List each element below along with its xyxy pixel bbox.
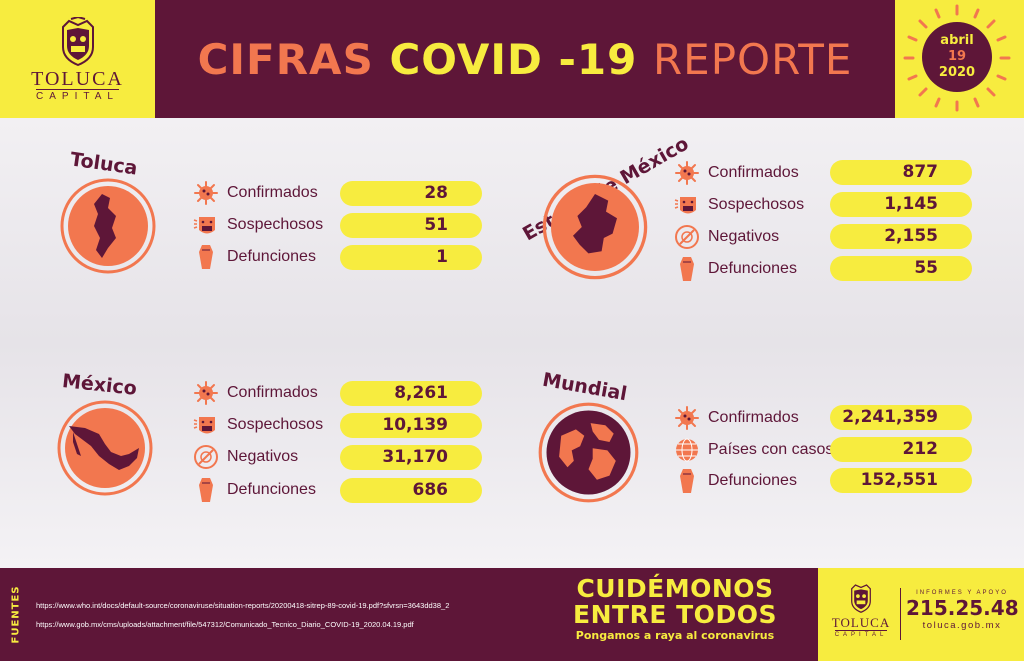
mexico-value-defunciones: 686 [340,478,482,503]
mundial-row-confirmados: Confirmados [674,405,799,431]
title-part-cifras: CIFRAS [197,34,374,84]
stat-label: Negativos [227,448,299,465]
mundial-value-paises: 212 [830,437,972,462]
sun-rays-icon [903,4,1011,112]
no-virus-icon [193,444,219,470]
stat-label: Defunciones [227,248,316,265]
edomex-map-badge [542,174,648,280]
stat-label: Sospechosos [708,196,805,213]
mexico-row-sospechosos: Sospechosos [193,412,323,438]
brand-sub: CAPITAL [36,88,119,102]
stat-label: Defunciones [708,260,797,277]
page-title: CIFRAS COVID -19 REPORTE [198,35,853,84]
fuentes-text: FUENTES [10,585,22,644]
title-bar: CIFRAS COVID -19 REPORTE [155,0,895,118]
slogan-line3: Pongamos a raya al coronavirus [575,629,775,642]
stat-label: Sospechosos [227,216,324,233]
toluca-value-confirmados: 28 [340,181,482,206]
edomex-row-negativos: Negativos [674,224,779,250]
crest-icon [61,16,94,66]
globe-icon [674,437,700,463]
edomex-row-confirmados: Confirmados [674,160,799,186]
mexico-value-negativos: 31,170 [340,445,482,470]
stat-label: Defunciones [708,472,797,489]
virus-icon [193,380,219,406]
mundial-value-confirmados: 2,241,359 [830,405,972,430]
coffin-icon [193,244,219,270]
edomex-map-icon [573,194,617,254]
mexico-map-badge [57,400,153,496]
mexico-map-icon [69,426,139,470]
toluca-value-defunciones: 1 [340,245,482,270]
mundial-value-defunciones: 152,551 [830,468,972,493]
date-badge: abril 19 2020 [895,0,1024,118]
toluca-map-badge [60,178,156,274]
edomex-row-defunciones: Defunciones [674,256,797,282]
fuentes-label: FUENTES [6,568,26,661]
edomex-value-confirmados: 877 [830,160,972,185]
toluca-map-icon [94,194,116,258]
world-map-icon [559,423,616,480]
stat-label: Defunciones [227,481,316,498]
coffin-icon [674,468,700,494]
mexico-value-confirmados: 8,261 [340,381,482,406]
brand-name: TOLUCA [31,67,124,90]
edomex-value-negativos: 2,155 [830,224,972,249]
phone-number[interactable]: 215.25.48 [906,596,1019,620]
toluca-value-sospechosos: 51 [340,213,482,238]
suspect-face-icon [674,192,700,218]
stat-label: Negativos [708,228,780,245]
footer-logo: TOLUCA CAPITAL [826,582,896,638]
source-link-gob[interactable]: https://www.gob.mx/cms/uploads/attachmen… [36,620,414,629]
slogan: CUIDÉMONOS ENTRE TODOS Pongamos a raya a… [565,576,785,644]
slogan-line2: ENTRE TODOS [573,600,777,629]
mexico-row-negativos: Negativos [193,444,298,470]
date-day: 19 [947,49,967,64]
title-part-covid: COVID -19 [389,34,638,84]
coffin-icon [193,477,219,503]
stat-label: Países con casos [708,441,834,458]
virus-icon [674,405,700,431]
date-month: abril [940,33,974,48]
toluca-row-confirmados: Confirmados [193,180,318,206]
footer-brand: TOLUCA CAPITAL INFORMES Y APOYO 215.25.4… [818,568,1024,661]
footer-brand-sub: CAPITAL [834,630,888,638]
stat-label: Sospechosos [227,416,324,433]
stat-label: Confirmados [708,409,799,426]
date-year: 2020 [938,65,976,80]
source-link-who[interactable]: https://www.who.int/docs/default-source/… [36,601,450,610]
suspect-face-icon [193,412,219,438]
globe-badge [538,402,639,503]
title-part-reporte: REPORTE [652,34,853,84]
divider [900,588,901,640]
edomex-value-defunciones: 55 [830,256,972,281]
coffin-icon [674,256,700,282]
no-virus-icon [674,224,700,250]
toluca-row-defunciones: Defunciones [193,244,316,270]
contact-info: INFORMES Y APOYO 215.25.48 toluca.gob.mx [906,590,1019,631]
mundial-row-defunciones: Defunciones [674,468,797,494]
crest-icon [851,584,871,613]
toluca-row-sospechosos: Sospechosos [193,212,323,238]
website-link[interactable]: toluca.gob.mx [922,620,1002,631]
toluca-logo: TOLUCA CAPITAL [0,0,155,118]
mexico-row-confirmados: Confirmados [193,380,318,406]
stat-label: Confirmados [227,384,318,401]
virus-icon [193,180,219,206]
mexico-value-sospechosos: 10,139 [340,413,482,438]
edomex-value-sospechosos: 1,145 [830,192,972,217]
edomex-row-sospechosos: Sospechosos [674,192,804,218]
suspect-face-icon [193,212,219,238]
stat-label: Confirmados [227,184,318,201]
mexico-row-defunciones: Defunciones [193,477,316,503]
virus-icon [674,160,700,186]
info-label: INFORMES Y APOYO [916,590,1008,596]
mundial-row-paises: Países con casos [674,437,833,463]
date-circle: abril 19 2020 [922,22,992,92]
footer-brand-name: TOLUCA [831,615,891,630]
stat-label: Confirmados [708,164,799,181]
slogan-line1: CUIDÉMONOS [576,574,774,603]
